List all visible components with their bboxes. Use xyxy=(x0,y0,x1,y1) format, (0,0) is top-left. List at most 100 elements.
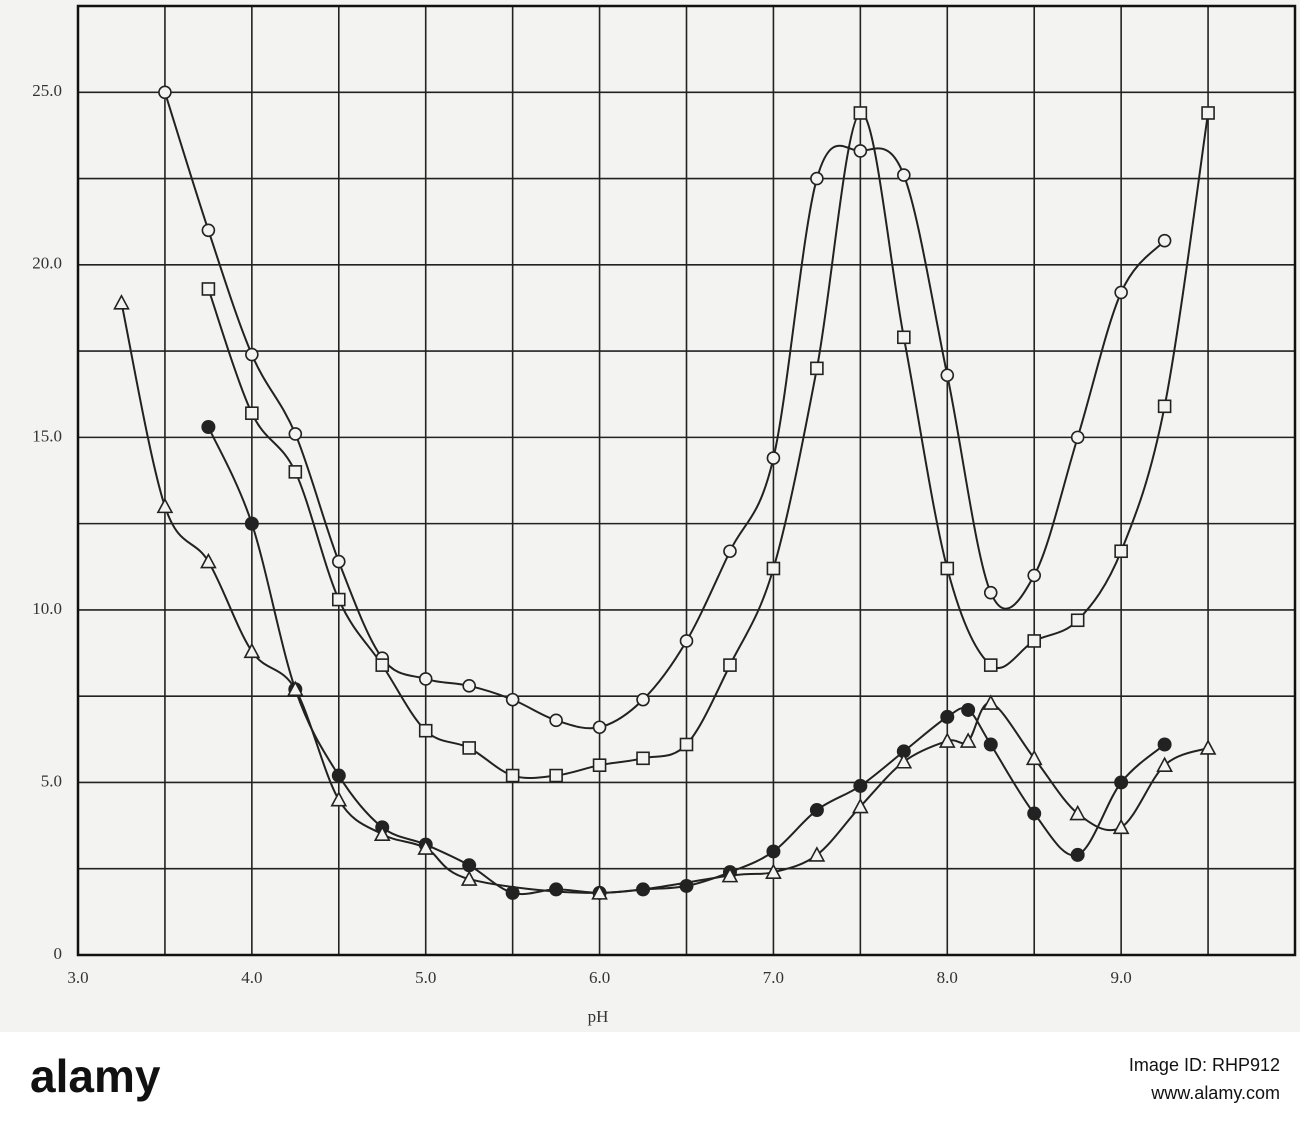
point xyxy=(373,825,391,842)
point xyxy=(959,732,977,748)
y-tick-label: 15.0 xyxy=(32,426,62,445)
point xyxy=(1199,739,1217,755)
point xyxy=(961,702,976,717)
point xyxy=(286,680,304,697)
point xyxy=(809,803,824,818)
point xyxy=(895,753,913,769)
y-tick-label: 10.0 xyxy=(32,599,62,618)
point xyxy=(288,427,303,441)
point xyxy=(1069,804,1087,821)
point xyxy=(549,713,563,728)
point xyxy=(1157,233,1172,248)
point xyxy=(549,882,564,897)
x-tick-label: 3.0 xyxy=(67,968,88,987)
point xyxy=(1201,106,1215,120)
point xyxy=(243,642,261,659)
point xyxy=(200,552,217,569)
point xyxy=(1112,818,1130,835)
x-tick-label: 6.0 xyxy=(589,968,610,987)
y-tick-label: 0 xyxy=(54,944,63,963)
point xyxy=(330,791,348,807)
point xyxy=(201,420,216,435)
fit-curve xyxy=(163,91,1166,730)
point xyxy=(331,592,346,607)
point xyxy=(331,554,346,569)
point xyxy=(505,885,520,900)
point xyxy=(636,882,651,897)
plot-frame xyxy=(76,4,1297,957)
point xyxy=(375,658,390,672)
point xyxy=(679,737,694,752)
point xyxy=(1070,430,1085,445)
x-tick-label: 5.0 xyxy=(415,968,436,987)
watermark-logo: alamy xyxy=(30,1050,161,1102)
point xyxy=(245,406,259,421)
x-tick-label: 4.0 xyxy=(241,968,262,987)
point xyxy=(1070,847,1085,862)
point xyxy=(113,294,130,310)
point xyxy=(808,846,826,862)
point xyxy=(810,361,824,376)
point xyxy=(983,737,998,752)
point xyxy=(940,561,955,576)
point xyxy=(721,866,739,883)
x-tick-label: 8.0 xyxy=(937,968,958,987)
point xyxy=(1157,399,1172,414)
point xyxy=(1114,775,1129,790)
point xyxy=(1027,806,1042,821)
point xyxy=(418,672,433,686)
point xyxy=(938,732,956,748)
point xyxy=(765,863,782,879)
y-tick-label: 5.0 xyxy=(41,771,62,790)
point xyxy=(983,585,998,600)
point xyxy=(1114,544,1128,559)
watermark-url: www.alamy.com xyxy=(1150,1083,1280,1103)
x-tick-label: 7.0 xyxy=(763,968,784,987)
point xyxy=(766,451,781,465)
point xyxy=(549,768,563,783)
point xyxy=(331,768,346,783)
point xyxy=(460,870,478,886)
point xyxy=(462,679,476,693)
point xyxy=(679,878,694,893)
point xyxy=(723,544,737,559)
point xyxy=(505,692,520,707)
point xyxy=(1114,285,1128,300)
watermark-bar xyxy=(0,1032,1300,1124)
point xyxy=(940,368,955,383)
point xyxy=(810,171,824,186)
point xyxy=(766,844,781,859)
point xyxy=(940,709,955,724)
point xyxy=(983,658,998,672)
point xyxy=(896,744,911,759)
x-axis-label: pH xyxy=(588,1007,609,1026)
y-tick-label: 25.0 xyxy=(32,81,62,100)
point xyxy=(1070,613,1085,628)
point xyxy=(679,634,694,648)
point xyxy=(897,168,911,182)
point xyxy=(853,144,868,158)
point xyxy=(156,497,174,514)
point xyxy=(853,106,868,120)
point xyxy=(201,282,216,296)
watermark-id: Image ID: RHP912 xyxy=(1129,1055,1280,1075)
point xyxy=(592,720,607,735)
point xyxy=(505,768,520,783)
x-tick-label: 9.0 xyxy=(1111,968,1132,987)
point xyxy=(245,347,259,362)
scan-background xyxy=(0,0,1300,1032)
point xyxy=(723,658,737,672)
point xyxy=(1156,756,1173,773)
point xyxy=(1157,737,1172,752)
point xyxy=(462,858,477,873)
point xyxy=(417,839,435,855)
point xyxy=(852,797,869,814)
point xyxy=(1027,568,1042,583)
y-tick-label: 20.0 xyxy=(32,254,62,273)
point xyxy=(288,465,303,479)
point xyxy=(418,723,433,738)
point xyxy=(853,778,868,793)
point xyxy=(766,561,781,576)
